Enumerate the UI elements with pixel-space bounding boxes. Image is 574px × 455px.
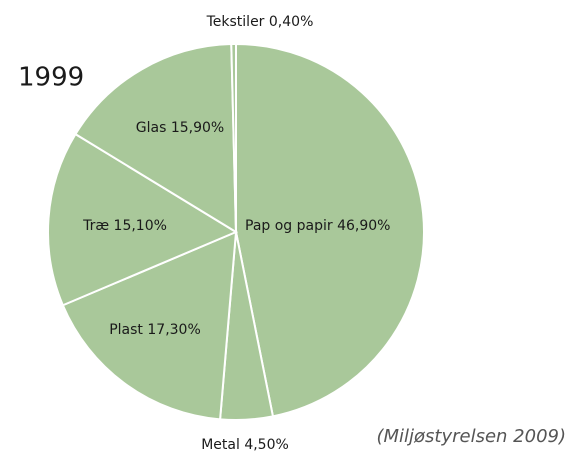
slice-category: Plast	[109, 322, 143, 338]
slice-label: Træ 15,10%	[82, 218, 167, 234]
slice-category: Pap og papir	[245, 218, 333, 234]
slice-category: Tekstiler	[206, 14, 265, 30]
pie-slice	[61, 230, 238, 421]
slice-label: Metal 4,50%	[201, 437, 289, 453]
pie-slice	[74, 43, 238, 234]
slice-value-label: 17,30%	[147, 322, 200, 338]
slice-category: Træ	[82, 218, 109, 234]
slice-value-label: 4,50%	[244, 437, 288, 453]
pie-slice	[47, 132, 239, 307]
slice-label: Pap og papir 46,90%	[245, 218, 390, 234]
slice-value-label: 15,10%	[114, 218, 167, 234]
chart-title: 1999	[18, 63, 84, 93]
pie-slice	[235, 42, 425, 418]
slice-label: Plast 17,30%	[109, 322, 201, 338]
slice-category: Metal	[201, 437, 240, 453]
slice-label: Tekstiler 0,40%	[206, 14, 314, 30]
slice-label: Glas 15,90%	[136, 120, 224, 136]
slice-value-label: 15,90%	[171, 120, 224, 136]
slice-value-label: 46,90%	[337, 218, 390, 234]
source-note: (Miljøstyrelsen 2009)	[376, 426, 566, 447]
slice-category: Glas	[136, 120, 167, 136]
slice-value-label: 0,40%	[269, 14, 313, 30]
pie-slice	[230, 42, 237, 233]
